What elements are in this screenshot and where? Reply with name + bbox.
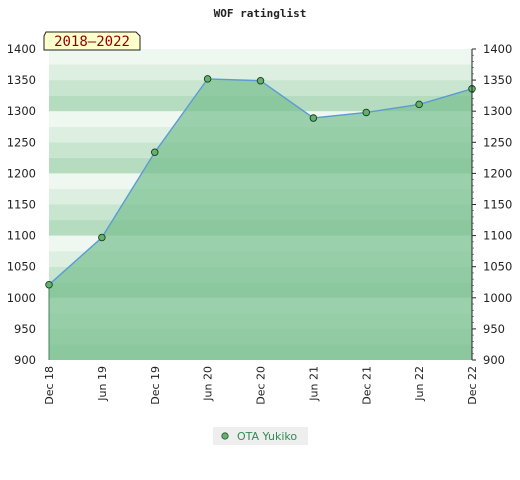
- x-tick-label: Dec 22: [466, 366, 479, 405]
- area-fill-layer: [48, 78, 472, 361]
- y-tick-label-left: 1400: [7, 42, 36, 56]
- background-band: [49, 64, 472, 81]
- y-tick-label-right: 1350: [483, 73, 512, 87]
- x-tick-label: Dec 18: [43, 366, 56, 405]
- data-point[interactable]: [203, 75, 212, 83]
- y-tick-label-left: 1200: [7, 166, 36, 180]
- y-tick-label-left: 950: [14, 322, 36, 336]
- background-band: [49, 49, 472, 65]
- data-point[interactable]: [362, 108, 371, 117]
- y-tick-label-left: 1000: [7, 291, 36, 305]
- chart-title: WOF ratinglist: [214, 7, 307, 20]
- period-badge: 2018–2022: [43, 31, 141, 51]
- legend: OTA Yukiko: [213, 427, 308, 445]
- y-tick-label-right: 900: [483, 353, 505, 367]
- y-tick-label-right: 1200: [483, 166, 512, 180]
- data-point[interactable]: [150, 148, 159, 157]
- y-tick-label-left: 1250: [7, 135, 36, 149]
- y-tick-label-right: 1300: [483, 104, 512, 118]
- y-tick-label-right: 1000: [483, 291, 512, 305]
- y-tick-label-right: 1400: [483, 42, 512, 56]
- period-badge-label: 2018–2022: [54, 34, 130, 50]
- x-tick-label: Dec 20: [255, 366, 268, 405]
- data-point[interactable]: [415, 100, 423, 109]
- y-tick-label-left: 900: [14, 353, 36, 367]
- x-tick-label: Jun 22: [413, 366, 426, 402]
- y-tick-label-left: 1050: [7, 260, 36, 274]
- x-tick-label: Dec 21: [360, 366, 373, 405]
- data-point[interactable]: [98, 233, 106, 242]
- y-tick-label-right: 1050: [483, 260, 512, 274]
- data-point[interactable]: [309, 114, 318, 122]
- y-tick-label-right: 950: [483, 322, 505, 336]
- x-tick-label: Jun 19: [96, 366, 109, 402]
- y-tick-label-right: 1150: [483, 198, 512, 212]
- series-area-ota-yukiko: [49, 78, 472, 361]
- y-tick-label-left: 1300: [7, 104, 36, 118]
- x-tick-label: Dec 19: [149, 366, 162, 405]
- y-tick-label-right: 1250: [483, 135, 512, 149]
- legend-entry-ota-yukiko: OTA Yukiko: [237, 430, 297, 443]
- y-axis-right: 900 950 1000 1050 1100 1150 1200 1250 1300 1350 14…: [471, 42, 512, 367]
- points-layer: [45, 75, 476, 289]
- data-point[interactable]: [256, 76, 265, 85]
- legend-box: [213, 427, 308, 445]
- y-tick-label-right: 1100: [483, 229, 512, 243]
- x-tick-label: Jun 21: [307, 366, 320, 402]
- x-tick-label: Jun 20: [202, 366, 215, 402]
- y-axis-left: 900 950 1000 1050 1100 1150 1200 1250 1300 1350 14…: [7, 42, 36, 367]
- y-tick-label-left: 1350: [7, 73, 36, 87]
- data-point[interactable]: [45, 280, 53, 289]
- x-axis: Dec 18 Jun 19 Dec 19 Jun 20 Dec 20 Jun 21 Dec …: [43, 366, 479, 405]
- y-tick-label-left: 1100: [7, 229, 36, 243]
- y-tick-label-left: 1150: [7, 198, 36, 212]
- legend-marker-icon: [221, 432, 229, 440]
